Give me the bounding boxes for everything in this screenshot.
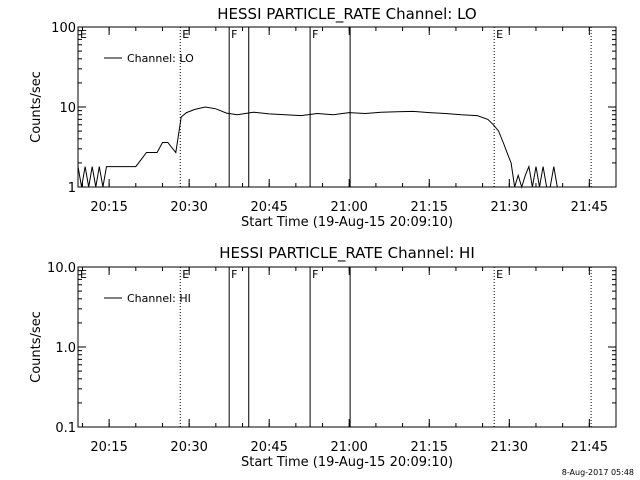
legend-label: Channel: LO [127,52,194,65]
x-tick-label: 21:30 [491,440,528,455]
x-tick-label: 21:15 [411,440,448,455]
y-tick-label: 100 [51,21,76,36]
plot-frame [77,266,617,428]
corner-marker-label: E [80,268,87,281]
y-tick-label: 1.0 [55,341,76,356]
plot-frame [77,26,617,188]
x-tick-label: 20:15 [90,440,127,455]
x-tick-label: 20:15 [90,200,127,215]
chart-title: HESSI PARTICLE_RATE Channel: LO [217,5,476,24]
chart-hi-channel: HESSI PARTICLE_RATE Channel: HI 20:15 20:3… [29,244,617,470]
y-tick-label: 0.1 [55,421,76,436]
marker-label: F [231,268,237,281]
y-tick-label: 1 [68,181,76,196]
marker-label: E [496,268,503,281]
y-axis-label: Counts/sec [29,71,44,143]
marker-label: F [312,28,318,41]
marker-label: E [496,28,503,41]
x-axis-label: Start Time (19-Aug-15 20:09:10) [241,215,453,230]
x-tick-label: 20:45 [250,200,287,215]
footer-timestamp: 8-Aug-2017 05:48 [562,468,634,477]
marker-label: F [231,28,237,41]
marker-label: F [312,268,318,281]
y-axis-label: Counts/sec [29,311,44,383]
x-tick-label: 20:30 [170,440,207,455]
x-tick-label: 21:45 [571,440,608,455]
x-axis-label: Start Time (19-Aug-15 20:09:10) [241,455,453,470]
x-tick-label: 20:30 [170,200,207,215]
marker-label: E [182,28,189,41]
x-tick-label: 21:45 [571,200,608,215]
legend-label: Channel: HI [127,292,191,305]
y-tick-label: 10.0 [47,261,76,276]
chart-title: HESSI PARTICLE_RATE Channel: HI [219,244,475,263]
corner-marker-label: E [80,28,87,41]
x-tick-label: 21:30 [491,200,528,215]
y-tick-label: 10 [59,101,76,116]
marker-label: E [182,268,189,281]
x-tick-label: 21:00 [330,200,367,215]
chart-lo-channel: HESSI PARTICLE_RATE Channel: LO 20:15 20:3… [29,5,617,230]
x-tick-label: 21:00 [330,440,367,455]
x-tick-label: 20:45 [250,440,287,455]
x-tick-label: 21:15 [411,200,448,215]
series-line [77,106,561,189]
